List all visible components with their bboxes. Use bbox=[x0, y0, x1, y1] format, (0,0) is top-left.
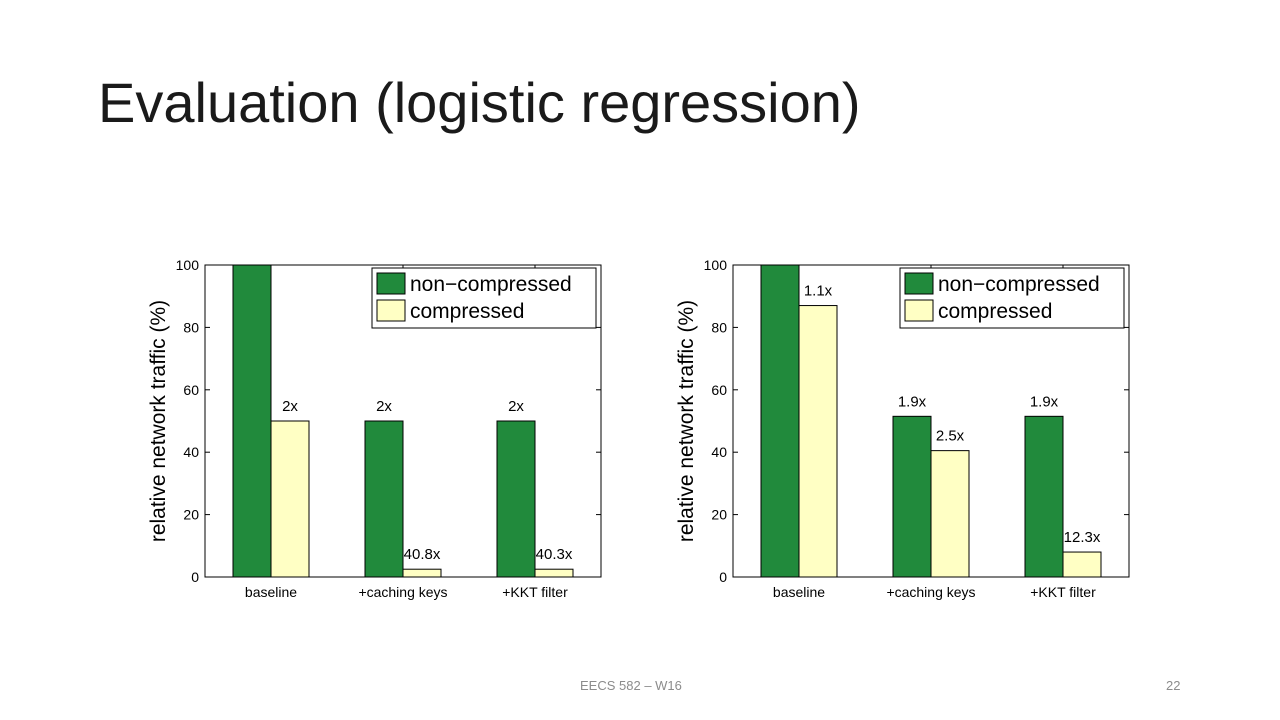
data-label: 2x bbox=[508, 398, 524, 415]
bar-non-compressed bbox=[760, 264, 800, 578]
y-tick-label: 80 bbox=[183, 319, 199, 335]
bar-non-compressed bbox=[364, 420, 404, 578]
y-axis-label: relative network traffic (%) bbox=[675, 300, 698, 542]
y-tick-label: 0 bbox=[719, 569, 727, 585]
data-label: 1.1x bbox=[804, 283, 833, 300]
chart-left: 0 20 40 60 80 100 relative network traffic (%)… bbox=[140, 240, 610, 610]
y-tick-label: 80 bbox=[711, 319, 727, 335]
y-tick-label: 60 bbox=[711, 382, 727, 398]
chart-right: 0 20 40 60 80 100 relative network traffic (%)… bbox=[668, 240, 1138, 610]
x-tick-label: +KKT filter bbox=[1030, 584, 1096, 600]
bar-compressed bbox=[930, 450, 970, 578]
data-label: 1.9x bbox=[898, 393, 927, 410]
data-label: 1.9x bbox=[1030, 393, 1059, 410]
legend-swatch bbox=[376, 272, 406, 295]
legend-label: non−compressed bbox=[938, 273, 1100, 296]
slide-title: Evaluation (logistic regression) bbox=[98, 71, 861, 134]
y-tick-label: 40 bbox=[711, 444, 727, 460]
y-tick-label: 0 bbox=[191, 569, 199, 585]
y-tick-label: 20 bbox=[183, 507, 199, 523]
data-label: 12.3x bbox=[1064, 529, 1101, 546]
legend-label: non−compressed bbox=[410, 273, 572, 296]
bar-compressed bbox=[534, 568, 574, 578]
x-tick-label: baseline bbox=[773, 584, 825, 600]
y-tick-label: 40 bbox=[183, 444, 199, 460]
data-label: 2.5x bbox=[936, 428, 965, 445]
y-tick-label: 20 bbox=[711, 507, 727, 523]
y-tick-label: 100 bbox=[176, 257, 200, 273]
legend-label: compressed bbox=[938, 300, 1052, 323]
footer-course-label: EECS 582 – W16 bbox=[580, 678, 682, 693]
legend-label: compressed bbox=[410, 300, 524, 323]
bar-compressed bbox=[402, 568, 442, 578]
bar-non-compressed bbox=[892, 415, 932, 578]
legend-box bbox=[899, 267, 1125, 329]
y-tick-label: 60 bbox=[183, 382, 199, 398]
bar-compressed bbox=[270, 420, 310, 578]
bar-non-compressed bbox=[232, 264, 272, 578]
chart-left-svg: 0 20 40 60 80 100 relative network traffic (%)… bbox=[147, 257, 602, 600]
legend-swatch bbox=[376, 299, 406, 322]
bar-non-compressed bbox=[496, 420, 536, 578]
data-label: 40.8x bbox=[404, 546, 441, 563]
legend-swatch bbox=[904, 299, 934, 322]
bar-non-compressed bbox=[1024, 415, 1064, 578]
x-tick-label: +KKT filter bbox=[502, 584, 568, 600]
bar-compressed bbox=[798, 305, 838, 578]
x-tick-label: baseline bbox=[245, 584, 297, 600]
page-number: 22 bbox=[1166, 678, 1181, 693]
x-tick-label: +caching keys bbox=[358, 584, 447, 600]
bar-compressed bbox=[1062, 551, 1102, 578]
legend-swatch bbox=[904, 272, 934, 295]
data-label: 2x bbox=[282, 398, 298, 415]
data-label: 40.3x bbox=[536, 546, 573, 563]
legend-box bbox=[371, 267, 597, 329]
y-axis-label: relative network traffic (%) bbox=[147, 300, 170, 542]
chart-right-svg: 0 20 40 60 80 100 relative network traffic (%)… bbox=[675, 257, 1130, 600]
data-label: 2x bbox=[376, 398, 392, 415]
y-tick-label: 100 bbox=[704, 257, 728, 273]
x-tick-label: +caching keys bbox=[886, 584, 975, 600]
